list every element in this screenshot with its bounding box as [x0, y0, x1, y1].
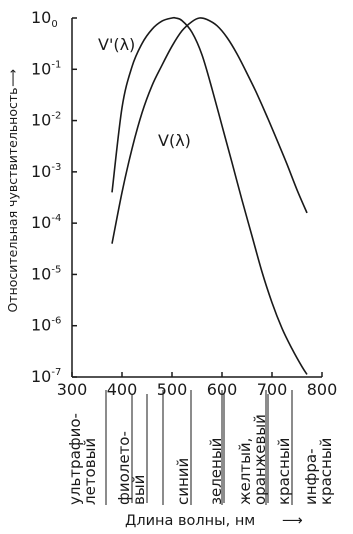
series-label-v: V(λ) [158, 131, 191, 150]
y-tick-exponent: -6 [51, 316, 61, 327]
band-label-text: вый [130, 475, 148, 505]
band-label-text: оранжевый [251, 414, 269, 505]
band-label-line: красный [317, 438, 335, 505]
y-axis-label: Относительная чувствительность [5, 87, 20, 312]
axes [71, 18, 322, 378]
y-tick-label: 10-3 [31, 162, 61, 181]
band-label-line: оранжевый [251, 414, 269, 505]
band-label-line: вый [130, 475, 148, 505]
y-tick-exponent: -4 [51, 213, 61, 224]
band-label-text: синий [174, 458, 192, 505]
y-tick-exponent: -1 [51, 59, 61, 70]
x-tick-label: 800 [307, 380, 338, 399]
y-tick-exponent: -5 [51, 264, 61, 275]
band-label-line: красный [275, 438, 293, 505]
band-label-text: фиолето- [115, 431, 133, 505]
band-label-text: летовый [81, 438, 99, 505]
y-tick-exponent: 0 [51, 19, 57, 30]
y-axis-arrow-icon: ⟶ [5, 69, 20, 87]
band-label-text: зеленый [207, 438, 225, 505]
band-label-line: зеленый [207, 438, 225, 505]
series-label-v-prime: V'(λ) [98, 35, 135, 54]
band-label-text: красный [317, 438, 335, 505]
x-axis-label: Длина волны, нм [125, 513, 255, 529]
band-label-line: фиолето- [115, 431, 133, 505]
x-tick-label: 500 [157, 380, 188, 399]
band-label-line: ультрафио- [66, 413, 84, 505]
y-tick-exponent: -2 [51, 111, 61, 122]
band-label-text: инфра- [302, 448, 320, 505]
x-tick-label: 600 [207, 380, 238, 399]
x-axis-arrow-icon: ⟶ [282, 513, 303, 529]
band-label-text: красный [275, 438, 293, 505]
y-tick-label: 10-6 [31, 316, 61, 335]
y-tick-label: 10-4 [31, 213, 61, 232]
y-tick-label: 10-2 [31, 111, 61, 130]
y-tick-label: 10-5 [31, 264, 61, 283]
y-axis-label-group: Относительная чувствительность ⟶ [5, 69, 20, 313]
v-prime-curve [111, 16, 308, 375]
y-tick-exponent: -3 [51, 162, 61, 173]
series-curves [111, 16, 308, 375]
spectrum-bands: ультрафио-летовый фиолето-вый синий зеленый… [66, 390, 335, 505]
x-tick-labels: 300 400 500 600 700 800 [57, 372, 338, 399]
y-tick-label: 10-1 [31, 59, 61, 78]
band-label-line: синий [174, 458, 192, 505]
band-label-text: ультрафио- [66, 413, 84, 505]
v-curve [111, 17, 308, 244]
x-tick-label: 700 [257, 380, 288, 399]
band-label-line: летовый [81, 438, 99, 505]
band-label-text: желтый, [236, 438, 254, 505]
band-label-line: желтый, [236, 438, 254, 505]
y-tick-exponent: -7 [51, 367, 61, 378]
band-label-line: инфра- [302, 448, 320, 505]
x-tick-label: 300 [57, 380, 88, 399]
y-tick-label: 100 [31, 8, 58, 30]
x-tick-label: 400 [107, 380, 138, 399]
